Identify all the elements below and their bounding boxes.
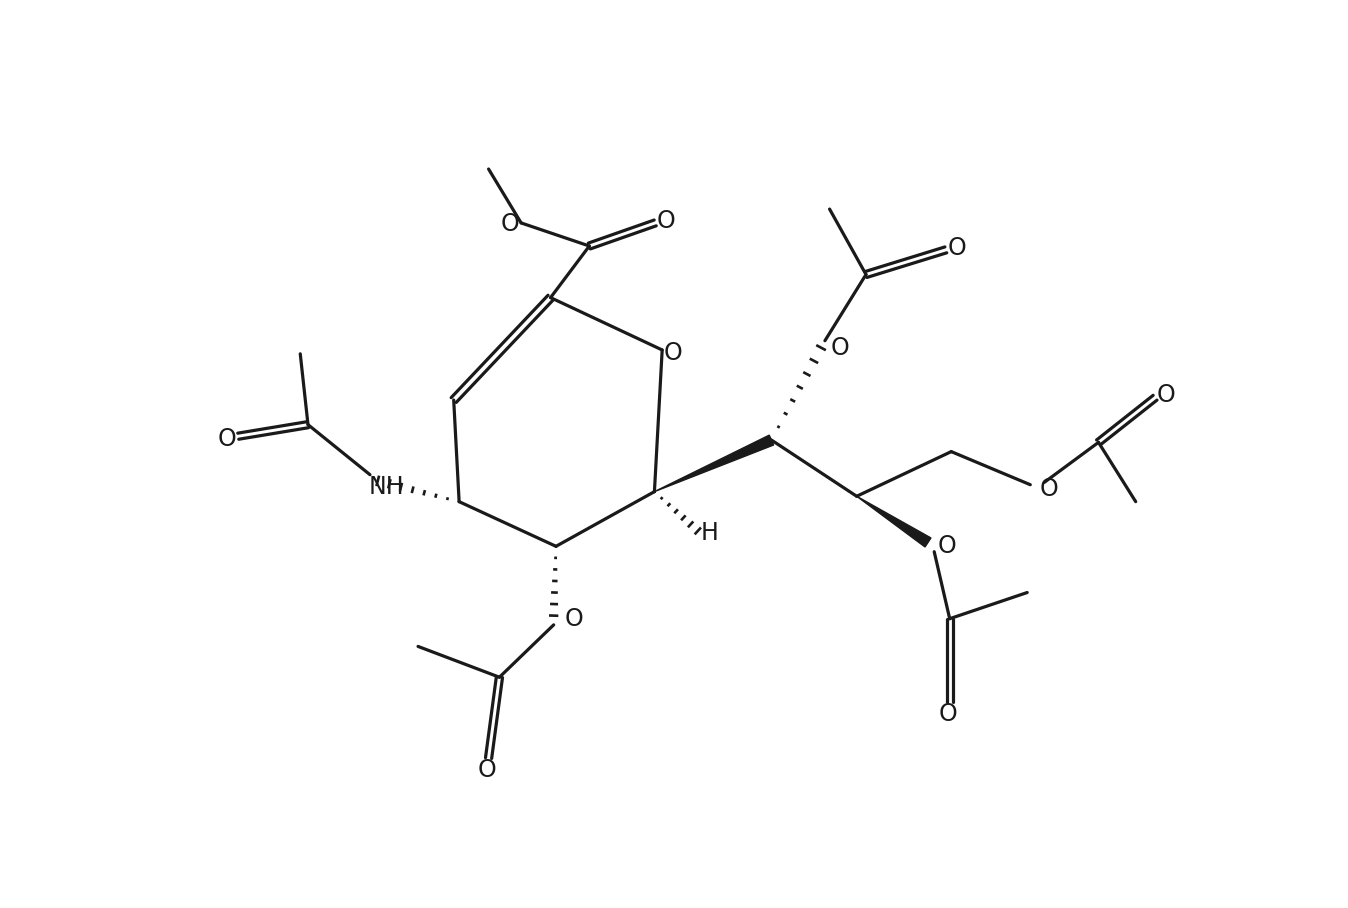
Text: O: O	[501, 212, 519, 236]
Text: NH: NH	[368, 475, 404, 499]
Text: O: O	[477, 758, 496, 783]
Text: O: O	[656, 210, 675, 233]
Text: O: O	[830, 337, 849, 360]
Text: O: O	[948, 235, 967, 260]
Text: O: O	[565, 607, 584, 631]
Polygon shape	[654, 435, 774, 491]
Text: O: O	[938, 702, 957, 726]
Text: O: O	[218, 427, 237, 450]
Text: O: O	[1157, 383, 1175, 408]
Text: O: O	[663, 341, 682, 365]
Text: O: O	[1039, 477, 1058, 500]
Text: O: O	[938, 534, 957, 558]
Text: H: H	[701, 521, 718, 545]
Polygon shape	[857, 497, 931, 547]
